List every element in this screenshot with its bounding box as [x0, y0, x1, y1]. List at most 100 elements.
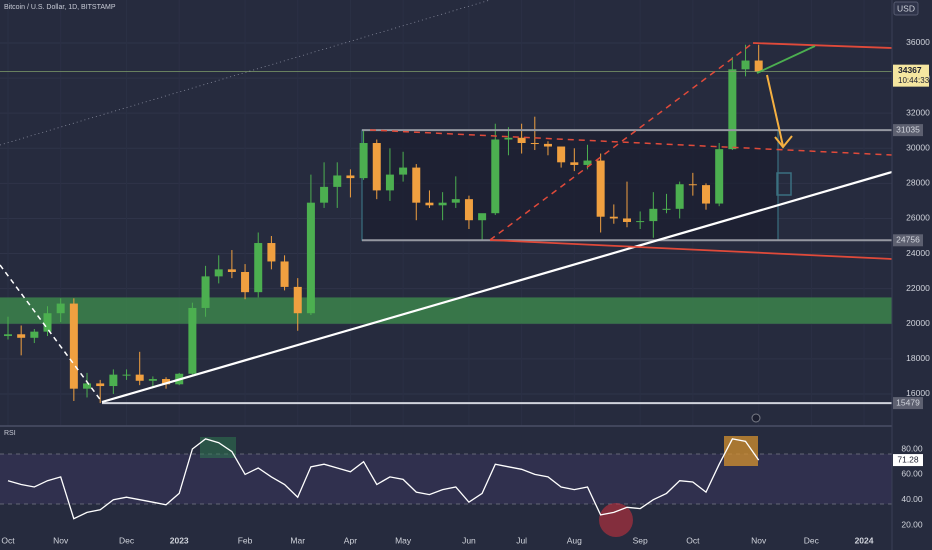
x-tick-label: Apr: [344, 535, 357, 545]
candle-body: [596, 160, 605, 217]
candle-body: [306, 202, 315, 314]
candle-body: [214, 269, 223, 277]
y-tick-label: 32000: [906, 107, 930, 117]
currency: USD: [897, 3, 915, 13]
candle-body: [649, 208, 658, 222]
y-tick-label: 26000: [906, 213, 930, 223]
candle-body: [96, 383, 105, 387]
current-price: 34367: [898, 65, 922, 75]
candle-body: [570, 162, 579, 165]
x-tick-label: Oct: [686, 535, 700, 545]
level-label: 24756: [896, 235, 920, 245]
x-tick-label: Aug: [567, 535, 582, 545]
current-price-box: [893, 64, 929, 87]
rsi-value: 71.28: [897, 454, 919, 464]
candle-body: [491, 139, 500, 214]
candle-body: [69, 303, 78, 389]
candle-body: [346, 175, 355, 179]
level-label-box: [893, 124, 923, 137]
y-tick-label: 20000: [906, 318, 930, 328]
trend-line: [752, 42, 893, 49]
candle-body: [4, 334, 12, 337]
candle-body: [754, 60, 763, 72]
candles: [0, 44, 892, 405]
candle-body: [83, 383, 92, 389]
level-label: 31035: [896, 124, 920, 134]
y-tick-label: 20.00: [901, 519, 923, 529]
candle-body: [438, 202, 447, 206]
candle-body: [188, 307, 197, 374]
target-box: [776, 172, 792, 196]
candle-body: [17, 334, 26, 338]
x-tick-label: Dec: [804, 535, 820, 545]
candle-body: [109, 374, 118, 387]
y-tick-label: 80.00: [901, 443, 923, 453]
currency-box: [893, 1, 919, 16]
y-tick-label: 40.00: [901, 494, 923, 504]
x-tick-label: Nov: [751, 535, 767, 545]
trend-line: [0, 264, 103, 403]
candle-body: [478, 213, 487, 221]
candle-body: [201, 276, 210, 308]
candle-body: [241, 271, 250, 293]
x-tick-label: Mar: [290, 535, 305, 545]
x-tick-label: Nov: [53, 535, 69, 545]
x-tick-label: Sep: [633, 535, 648, 545]
candle-body: [715, 149, 724, 204]
candle-body: [30, 331, 39, 338]
candle-body: [254, 243, 263, 293]
x-tick-label: 2024: [855, 535, 874, 545]
y-tick-label: 24000: [906, 248, 930, 258]
candle-body: [227, 269, 236, 272]
y-tick-label: 18000: [906, 353, 930, 363]
candle-body: [451, 199, 460, 203]
candle-body: [702, 185, 711, 204]
candle-body: [56, 303, 65, 314]
candle-body: [464, 199, 473, 221]
trend-line: [756, 45, 816, 74]
rsi-line: [7, 438, 760, 520]
candle-body: [399, 167, 408, 175]
candle-body: [728, 69, 737, 150]
trend-line: [101, 170, 893, 404]
candle-body: [162, 379, 171, 385]
candle-body: [122, 374, 131, 376]
x-tick-label: Dec: [119, 535, 135, 545]
x-tick-label: Feb: [238, 535, 253, 545]
y-tick-label: 30000: [906, 143, 930, 153]
candle-body: [504, 137, 513, 140]
x-tick-label: Jul: [516, 535, 527, 545]
candle-body: [530, 143, 539, 145]
rsi-title: RSI: [4, 430, 16, 437]
candle-body: [688, 184, 697, 186]
candle-body: [622, 218, 631, 222]
projection-arrow: [766, 74, 793, 149]
y-tick-label: 36000: [906, 37, 930, 47]
candle-body: [385, 174, 394, 191]
candle-body: [741, 60, 750, 70]
candle-body: [359, 143, 368, 179]
y-tick-label: 60.00: [901, 469, 923, 479]
candle-body: [43, 313, 52, 332]
candle-body: [662, 208, 671, 210]
rsi: [7, 438, 760, 520]
candle-body: [293, 286, 302, 314]
candle-body: [675, 184, 684, 209]
rsi-value-box: [893, 454, 923, 467]
candle-body: [636, 221, 645, 223]
candle-body: [583, 160, 592, 165]
level-label-box: [893, 397, 923, 410]
chart-title: Bitcoin / U.S. Dollar, 1D, BITSTAMP: [4, 4, 116, 11]
candle-body: [148, 379, 157, 381]
x-tick-label: Jun: [462, 535, 476, 545]
event-icon: [751, 413, 761, 423]
y-tick-label: 22000: [906, 283, 930, 293]
candle-body: [333, 175, 342, 187]
candle-body: [517, 137, 526, 144]
x-tick-label: Oct: [1, 535, 15, 545]
candle-body: [557, 146, 566, 163]
candle-body: [135, 374, 144, 381]
candle-body: [543, 143, 552, 147]
level-label: 15479: [896, 397, 920, 407]
